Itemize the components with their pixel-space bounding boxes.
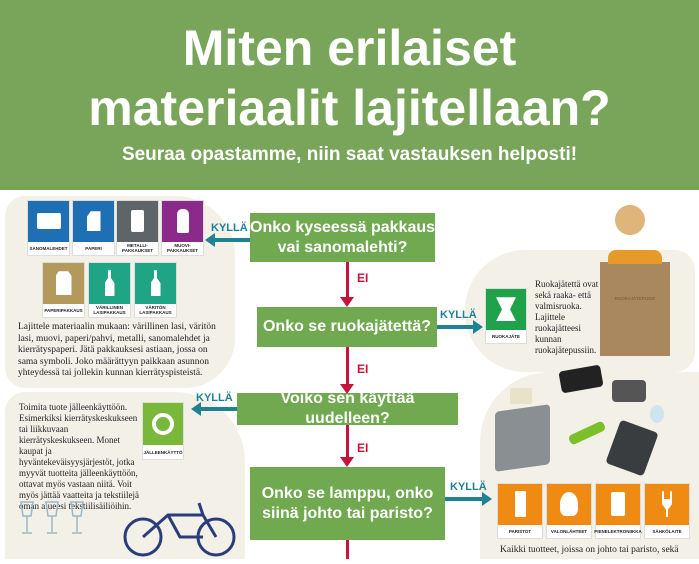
tile-label: PIENELEKTRONIIKKA bbox=[594, 528, 642, 534]
batteries-image bbox=[510, 388, 532, 404]
bag-label: RUOKAJÄTEPUSSI bbox=[614, 296, 656, 301]
tile-label: VALONLÄHTEET bbox=[550, 528, 588, 534]
yes-arrow bbox=[445, 497, 483, 501]
packaging-tile: MUOVI-PAKKAUKSET bbox=[161, 200, 204, 256]
title-line-2: materiaalit lajitellaan? bbox=[88, 80, 611, 136]
camera-image bbox=[612, 380, 646, 402]
question-text: Onko kyseessä pakkaus bbox=[250, 218, 436, 236]
tile-label: VÄRITÖN LASIPAKKAUS bbox=[139, 305, 172, 316]
tile-label: VÄRILLINEN LASIPAKKAUS bbox=[93, 305, 126, 316]
yes-arrow-head bbox=[191, 402, 201, 416]
yes-arrow bbox=[214, 238, 250, 242]
apple-core-icon bbox=[486, 289, 526, 330]
yes-arrow-head bbox=[205, 233, 215, 247]
title-line-1: Miten erilaiset bbox=[182, 20, 517, 76]
no-arrow-head bbox=[340, 297, 354, 307]
tile-label: RUOKAJÄTE bbox=[491, 333, 520, 339]
header-banner bbox=[0, 0, 699, 190]
no-arrow bbox=[346, 425, 349, 458]
yes-arrow-head bbox=[482, 492, 492, 506]
yes-arrow bbox=[437, 325, 473, 329]
food-text: Ruokajätettä ovat sekä raaka- että valmi… bbox=[535, 279, 599, 355]
glass-bottle-icon bbox=[135, 263, 176, 304]
question-reuse: Voiko sen käyttää uudelleen? bbox=[237, 390, 458, 427]
glasses-image bbox=[18, 500, 93, 536]
tile-label: SÄHKÖLAITE bbox=[652, 528, 682, 534]
packaging-tile: VÄRILLINEN LASIPAKKAUS bbox=[88, 262, 131, 318]
glass-bottle-icon bbox=[89, 263, 130, 304]
newspaper-icon bbox=[28, 201, 69, 242]
tile-label: PAPERI bbox=[85, 245, 102, 251]
no-arrow bbox=[346, 262, 349, 298]
plastic-bottle-icon bbox=[162, 201, 203, 242]
laptop-image bbox=[495, 404, 550, 472]
no-arrow bbox=[346, 540, 349, 559]
tile-label: JÄLLEENKÄYTTÖ bbox=[143, 449, 183, 455]
food-illustration bbox=[615, 205, 645, 235]
plug-icon bbox=[645, 484, 689, 525]
tile-label: MUOVI-PAKKAUKSET bbox=[167, 243, 198, 254]
electronics-tile: VALONLÄHTEET bbox=[546, 483, 592, 539]
no-label: EI bbox=[357, 271, 369, 285]
recycle-arrows-icon bbox=[143, 403, 183, 445]
electronics-tile: PARISTOT bbox=[497, 483, 543, 539]
question-text: siinä johto tai paristo? bbox=[262, 504, 433, 522]
question-text: vai sanomalehti? bbox=[277, 238, 408, 256]
yes-label: KYLLÄ bbox=[450, 481, 487, 493]
no-label: EI bbox=[357, 362, 369, 376]
no-arrow-head bbox=[340, 384, 354, 394]
packaging-tile: SANOMALEHDET bbox=[27, 200, 70, 256]
question-text: Onko se lamppu, onko bbox=[261, 484, 434, 502]
bicycle-image bbox=[118, 495, 243, 559]
electronics-text: Kaikki tuotteet, joissa on johto tai par… bbox=[500, 545, 679, 555]
carton-icon bbox=[43, 263, 84, 304]
question-electronics: Onko se lamppu, onko siinä johto tai par… bbox=[250, 467, 445, 540]
electronics-tile: SÄHKÖLAITE bbox=[644, 483, 690, 539]
packaging-text: Lajittele materiaalin mukaan: värillinen… bbox=[18, 322, 216, 378]
lightbulb-image bbox=[650, 405, 664, 423]
food-waste-tile: RUOKAJÄTE bbox=[485, 288, 527, 344]
yes-arrow-head bbox=[473, 320, 483, 334]
packaging-tile: VÄRITÖN LASIPAKKAUS bbox=[134, 262, 177, 318]
tile-label: METALLI-PAKKAUKSET bbox=[122, 243, 153, 254]
can-icon bbox=[117, 201, 158, 242]
phone-icon bbox=[596, 484, 640, 525]
reuse-tile: JÄLLEENKÄYTTÖ bbox=[142, 402, 184, 460]
packaging-tile: PAPERI bbox=[72, 200, 115, 256]
yes-label: KYLLÄ bbox=[440, 309, 477, 321]
subtitle: Seuraa opastamme, niin saat vastauksen h… bbox=[121, 144, 578, 165]
food-bag-image: RUOKAJÄTEPUSSI bbox=[600, 250, 670, 356]
tile-label: SANOMALEHDET bbox=[29, 245, 68, 251]
packaging-tile: METALLI-PAKKAUKSET bbox=[116, 200, 159, 256]
lightbulb-icon bbox=[547, 484, 591, 525]
battery-icon bbox=[498, 484, 542, 525]
tile-label: PARISTOT bbox=[508, 528, 532, 534]
electronics-tile: PIENELEKTRONIIKKA bbox=[594, 483, 642, 539]
no-arrow bbox=[346, 347, 349, 385]
yes-label: KYLLÄ bbox=[211, 222, 248, 234]
yes-label: KYLLÄ bbox=[196, 392, 233, 404]
no-arrow-head bbox=[340, 457, 354, 467]
yes-arrow bbox=[200, 407, 237, 411]
reuse-text: Toimita tuote jälleenkäyttöön. Esimerkik… bbox=[19, 402, 139, 511]
question-packaging: Onko kyseessä pakkaus vai sanomalehti? bbox=[250, 213, 435, 262]
packaging-tile: PAPERIPAKKAUS bbox=[42, 262, 85, 318]
tile-label: PAPERIPAKKAUS bbox=[44, 307, 83, 313]
no-label: EI bbox=[357, 441, 369, 455]
groceries-image bbox=[608, 250, 662, 264]
question-food-waste: Onko se ruokajätettä? bbox=[257, 307, 437, 347]
paper-icon bbox=[73, 201, 114, 242]
